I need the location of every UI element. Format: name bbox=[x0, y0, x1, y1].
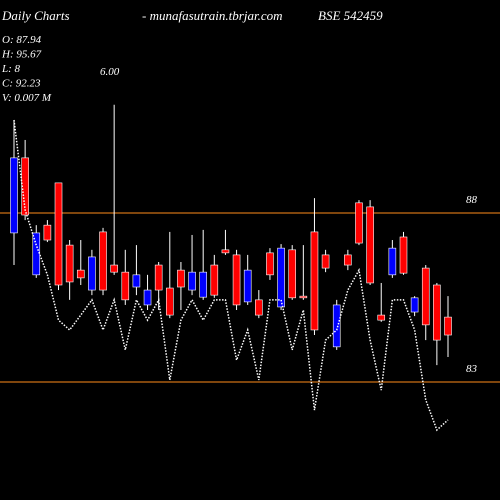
candle-body bbox=[99, 231, 107, 291]
candle-body bbox=[165, 287, 174, 316]
candle-body bbox=[243, 269, 252, 303]
candle-body bbox=[221, 249, 230, 254]
candle-body bbox=[32, 232, 41, 276]
candle-body bbox=[344, 254, 352, 266]
candle-body bbox=[132, 274, 141, 288]
candle-body bbox=[10, 157, 18, 234]
candle-body bbox=[377, 314, 386, 321]
candle-body bbox=[54, 182, 63, 286]
candle-body bbox=[355, 202, 363, 244]
candle-body bbox=[388, 247, 397, 276]
y-tick-label: 83 bbox=[466, 363, 478, 375]
candle-body bbox=[76, 269, 85, 279]
info-line: O: 87.94 bbox=[2, 34, 42, 46]
candle-body bbox=[332, 304, 341, 348]
info-line: V: 0.007 M bbox=[2, 92, 52, 104]
candle-body bbox=[288, 249, 297, 299]
candle-body bbox=[210, 264, 219, 296]
candle-body bbox=[266, 252, 274, 276]
candle-body bbox=[366, 206, 374, 284]
symbol: BSE 542459 bbox=[318, 8, 383, 23]
candle-body bbox=[121, 271, 130, 301]
candle-body bbox=[310, 231, 319, 331]
info-line: H: 95.67 bbox=[1, 49, 42, 61]
average-line bbox=[13, 119, 449, 432]
y-tick-label: 88 bbox=[466, 194, 478, 206]
candle-body bbox=[410, 297, 419, 313]
candle-body bbox=[188, 271, 196, 291]
info-line: L: 8 bbox=[1, 63, 21, 75]
candle-body bbox=[110, 264, 118, 273]
candle-body bbox=[421, 267, 430, 326]
candle-body bbox=[444, 316, 452, 336]
candle-body bbox=[65, 244, 74, 283]
candle-body bbox=[277, 247, 285, 308]
candle-body bbox=[199, 271, 207, 298]
candle-body bbox=[43, 224, 52, 241]
candle-body bbox=[321, 254, 330, 269]
candle-body bbox=[143, 289, 152, 306]
candle-body bbox=[88, 256, 96, 291]
candle-body bbox=[154, 264, 163, 291]
info-line: C: 92.23 bbox=[2, 78, 41, 90]
candle-body bbox=[255, 299, 263, 316]
candle-body bbox=[399, 236, 408, 274]
chart-subtitle: - munafasutrain.tbrjar.com bbox=[142, 8, 282, 23]
candle-body bbox=[177, 269, 185, 288]
candle-body bbox=[299, 295, 308, 299]
candle-body bbox=[433, 284, 441, 341]
chart-title: Daily Charts bbox=[1, 8, 70, 23]
annotation: 6.00 bbox=[100, 66, 120, 78]
candle-body bbox=[232, 254, 241, 306]
